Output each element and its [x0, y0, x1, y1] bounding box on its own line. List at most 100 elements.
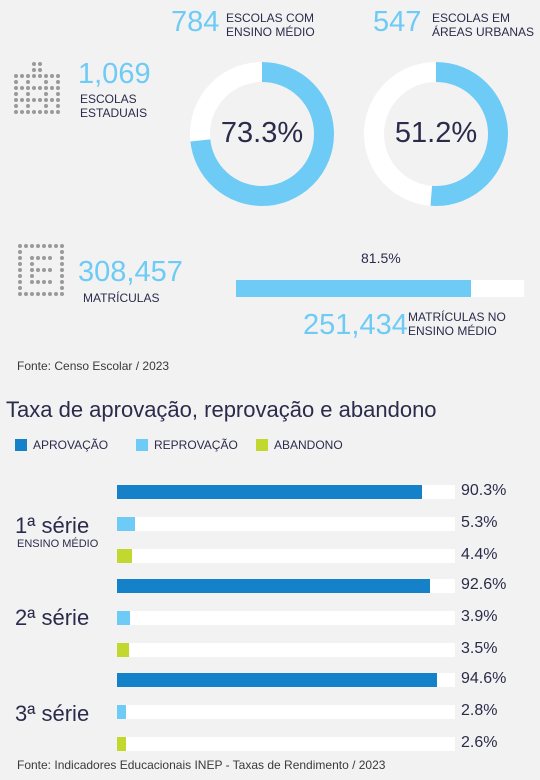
- icon-dot: [32, 74, 36, 78]
- icon-dot: [14, 98, 18, 102]
- enrollments-count: 308,457: [78, 256, 183, 288]
- bar-track: [117, 579, 455, 593]
- icon-dot: [38, 98, 42, 102]
- bar-track: [117, 737, 455, 751]
- icon-dot: [26, 74, 30, 78]
- icon-dot: [18, 250, 22, 254]
- icon-dot: [26, 98, 30, 102]
- icon-dot: [60, 268, 64, 272]
- icon-dot: [56, 110, 60, 114]
- icon-dot: [26, 110, 30, 114]
- icon-dot: [26, 104, 30, 108]
- icon-dot: [38, 68, 42, 72]
- category-sublabel-1: ENSINO MÉDIO: [17, 538, 99, 550]
- icon-dot: [42, 268, 46, 272]
- icon-dot: [30, 292, 34, 296]
- bar-value-label: 94.6%: [461, 670, 507, 687]
- icon-dot: [14, 110, 18, 114]
- enrollment-bar-percent: 81.5%: [361, 250, 401, 266]
- legend-label-approval: APROVAÇÃO: [33, 438, 109, 452]
- icon-dot: [32, 86, 36, 90]
- donut-1-percent: 73.3%: [220, 117, 304, 149]
- icon-dot: [14, 74, 18, 78]
- icon-dot: [60, 244, 64, 248]
- icon-dot: [60, 274, 64, 278]
- icon-dot: [26, 86, 30, 90]
- icon-dot: [50, 110, 54, 114]
- icon-dot: [30, 274, 34, 278]
- icon-dot: [42, 292, 46, 296]
- icon-dot: [42, 256, 46, 260]
- icon-dot: [38, 86, 42, 90]
- icon-dot: [36, 292, 40, 296]
- bar-value-label: 2.8%: [461, 702, 498, 719]
- donut-2-arc: [364, 62, 508, 206]
- category-label-3: 3ª série: [15, 701, 90, 726]
- enrollments-label: MATRÍCULAS: [83, 291, 160, 305]
- bar-value-label: 92.6%: [461, 576, 507, 593]
- bar-value-label: 4.4%: [461, 546, 498, 563]
- icon-dot: [26, 80, 30, 84]
- icon-dot: [60, 286, 64, 290]
- enrollment-form-icon: [18, 244, 64, 296]
- icon-dot: [50, 86, 54, 90]
- icon-dot: [18, 292, 22, 296]
- icon-dot: [18, 256, 22, 260]
- source-census: Fonte: Censo Escolar / 2023: [17, 359, 170, 373]
- icon-dot: [44, 110, 48, 114]
- icon-dot: [14, 86, 18, 90]
- icon-dot: [56, 80, 60, 84]
- icon-dot: [30, 262, 34, 266]
- bar-value-label: 3.5%: [461, 640, 498, 657]
- icon-dot: [38, 62, 42, 66]
- icon-dot: [20, 110, 24, 114]
- legend-swatch-failure: [136, 439, 148, 451]
- icon-dot: [18, 274, 22, 278]
- bar-track: [117, 673, 455, 687]
- icon-dot: [32, 98, 36, 102]
- icon-dot: [48, 244, 52, 248]
- icon-dot: [18, 244, 22, 248]
- donut-2-count: 547: [373, 6, 422, 38]
- icon-dot: [24, 244, 28, 248]
- bar-failure-2: [117, 611, 131, 625]
- icon-dot: [44, 80, 48, 84]
- bar-value-label: 5.3%: [461, 514, 498, 531]
- icon-dot: [44, 104, 48, 108]
- legend-swatch-dropout: [256, 439, 268, 451]
- icon-dot: [54, 244, 58, 248]
- icon-dot: [48, 292, 52, 296]
- icon-dot: [20, 86, 24, 90]
- icon-dot: [14, 104, 18, 108]
- icon-dot: [44, 86, 48, 90]
- icon-dot: [56, 74, 60, 78]
- donut-2-label: ESCOLAS EM ÁREAS URBANAS: [432, 11, 535, 39]
- bar-approval-3: [117, 673, 437, 687]
- icon-dot: [56, 98, 60, 102]
- icon-dot: [18, 280, 22, 284]
- bar-track: [117, 611, 455, 625]
- icon-dot: [44, 98, 48, 102]
- school-building-icon: [14, 62, 60, 114]
- icon-dot: [36, 280, 40, 284]
- legend-swatch-approval: [15, 439, 27, 451]
- bar-track: [117, 485, 455, 499]
- icon-dot: [30, 280, 34, 284]
- donut-1-label: ESCOLAS COM ENSINO MÉDIO: [226, 11, 315, 39]
- donut-1-arc: [190, 62, 334, 206]
- icon-dot: [20, 98, 24, 102]
- bar-approval-1: [117, 485, 423, 499]
- bar-approval-2: [117, 579, 430, 593]
- icon-dot: [32, 110, 36, 114]
- bar-value-label: 2.6%: [461, 734, 498, 751]
- icon-dot: [36, 244, 40, 248]
- icon-dot: [56, 86, 60, 90]
- bar-track: [117, 549, 455, 563]
- bar-value-label: 90.3%: [461, 482, 507, 499]
- icon-dot: [14, 80, 18, 84]
- legend-label-failure: REPROVAÇÃO: [154, 438, 238, 452]
- donut-2-percent: 51.2%: [394, 117, 478, 149]
- icon-dot: [42, 244, 46, 248]
- bar-value-label: 3.9%: [461, 608, 498, 625]
- icon-dot: [20, 74, 24, 78]
